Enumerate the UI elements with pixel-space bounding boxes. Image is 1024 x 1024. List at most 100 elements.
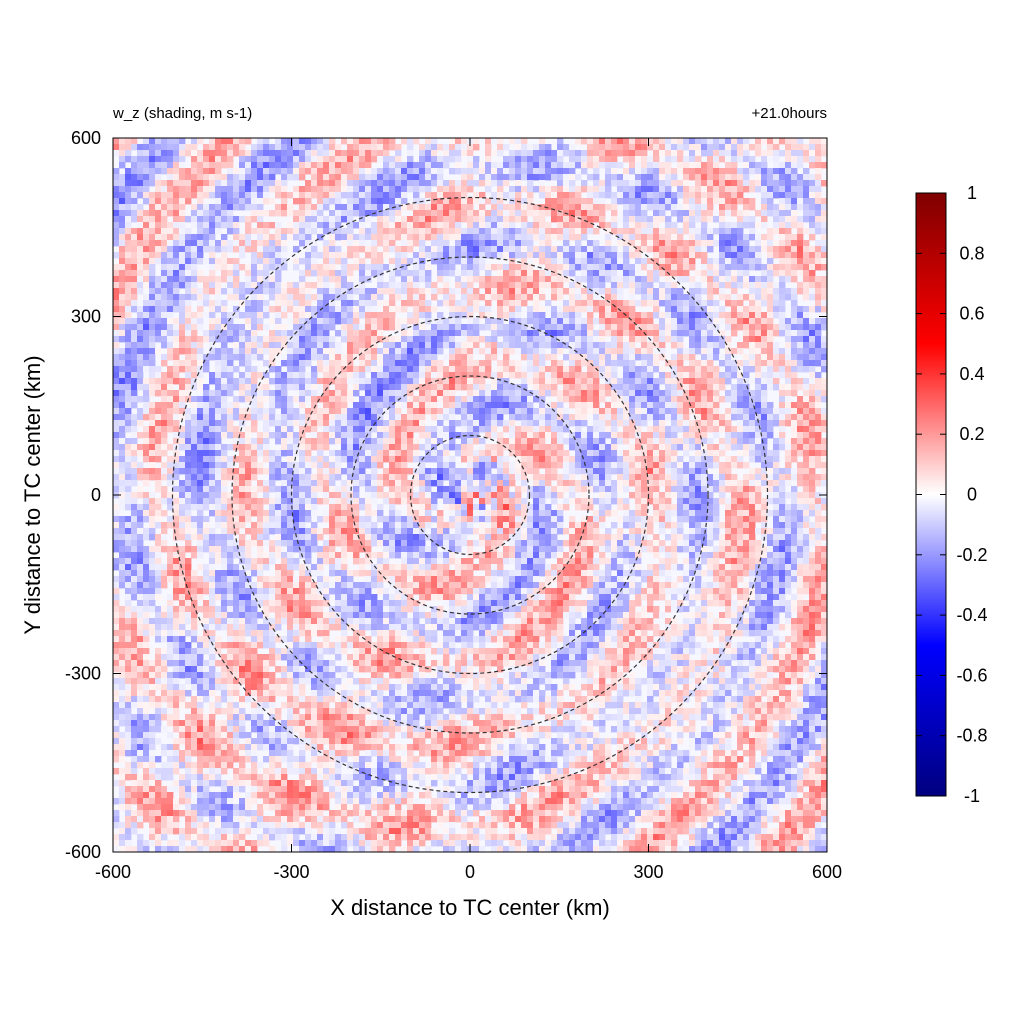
heatmap-cell	[425, 246, 432, 253]
heatmap-cell	[125, 324, 132, 331]
heatmap-cell	[251, 246, 258, 253]
heatmap-cell	[401, 138, 408, 145]
heatmap-cell	[341, 318, 348, 325]
heatmap-cell	[551, 378, 558, 385]
heatmap-cell	[437, 198, 444, 205]
heatmap-cell	[131, 210, 138, 217]
heatmap-cell	[737, 246, 744, 253]
heatmap-cell	[791, 192, 798, 199]
heatmap-cell	[605, 330, 612, 337]
heatmap-cell	[275, 324, 282, 331]
heatmap-cell	[449, 402, 456, 409]
heatmap-cell	[707, 180, 714, 187]
heatmap-cell	[305, 192, 312, 199]
heatmap-cell	[227, 360, 234, 367]
heatmap-cell	[785, 276, 792, 283]
heatmap-cell	[671, 156, 678, 163]
heatmap-cell	[203, 384, 210, 391]
heatmap-cell	[245, 342, 252, 349]
heatmap-cell	[569, 282, 576, 289]
heatmap-cell	[263, 300, 270, 307]
heatmap-cell	[665, 144, 672, 151]
heatmap-cell	[179, 348, 186, 355]
heatmap-cell	[461, 402, 468, 409]
heatmap-cell	[215, 384, 222, 391]
heatmap-cell	[119, 204, 126, 211]
heatmap-cell	[785, 264, 792, 271]
heatmap-cell	[437, 234, 444, 241]
heatmap-cell	[227, 324, 234, 331]
heatmap-cell	[773, 354, 780, 361]
heatmap-cell	[713, 408, 720, 415]
heatmap-cell	[263, 312, 270, 319]
heatmap-cell	[215, 246, 222, 253]
heatmap-cell	[749, 408, 756, 415]
heatmap-cell	[191, 162, 198, 169]
heatmap-cell	[581, 264, 588, 271]
heatmap-cell	[347, 204, 354, 211]
heatmap-cell	[791, 402, 798, 409]
heatmap-cell	[233, 264, 240, 271]
heatmap-cell	[167, 420, 174, 427]
heatmap-cell	[275, 180, 282, 187]
heatmap-cell	[173, 366, 180, 373]
heatmap-cell	[563, 174, 570, 181]
heatmap-cell	[425, 222, 432, 229]
heatmap-cell	[767, 282, 774, 289]
heatmap-cell	[143, 276, 150, 283]
heatmap-cell	[509, 174, 516, 181]
heatmap-cell	[299, 162, 306, 169]
heatmap-cell	[185, 228, 192, 235]
heatmap-cell	[635, 204, 642, 211]
heatmap-cell	[347, 324, 354, 331]
heatmap-cell	[821, 234, 827, 241]
heatmap-cell	[569, 396, 576, 403]
heatmap-cell	[545, 342, 552, 349]
heatmap-cell	[767, 168, 774, 175]
heatmap-cell	[611, 312, 618, 319]
heatmap-cell	[503, 216, 510, 223]
heatmap-cell	[359, 198, 366, 205]
heatmap-cell	[719, 138, 726, 145]
heatmap-cell	[203, 192, 210, 199]
heatmap-cell	[281, 144, 288, 151]
heatmap-cell	[203, 222, 210, 229]
heatmap-cell	[527, 198, 534, 205]
heatmap-cell	[155, 258, 162, 265]
heatmap-cell	[473, 258, 480, 265]
heatmap-cell	[461, 246, 468, 253]
heatmap-cell	[227, 258, 234, 265]
heatmap-cell	[749, 342, 756, 349]
heatmap-cell	[269, 378, 276, 385]
heatmap-cell	[443, 282, 450, 289]
heatmap-cell	[113, 180, 120, 187]
heatmap-cell	[347, 216, 354, 223]
heatmap-cell	[521, 216, 528, 223]
heatmap-cell	[143, 264, 150, 271]
heatmap-cell	[593, 204, 600, 211]
heatmap-cell	[311, 336, 318, 343]
heatmap-cell	[281, 156, 288, 163]
heatmap-cell	[257, 402, 264, 409]
heatmap-cell	[665, 228, 672, 235]
heatmap-cell	[197, 276, 204, 283]
heatmap-cell	[263, 150, 270, 157]
heatmap-cell	[305, 312, 312, 319]
heatmap-cell	[155, 312, 162, 319]
heatmap-cell	[281, 282, 288, 289]
heatmap-cell	[785, 168, 792, 175]
heatmap-cell	[299, 420, 306, 427]
heatmap-cell	[539, 372, 546, 379]
heatmap-cell	[383, 240, 390, 247]
heatmap-cell	[293, 294, 300, 301]
heatmap-cell	[629, 270, 636, 277]
heatmap-cell	[809, 210, 816, 217]
heatmap-cell	[587, 336, 594, 343]
heatmap-cell	[173, 192, 180, 199]
heatmap-cell	[599, 222, 606, 229]
heatmap-cell	[269, 420, 276, 427]
heatmap-cell	[485, 354, 492, 361]
heatmap-cell	[323, 330, 330, 337]
heatmap-cell	[269, 246, 276, 253]
heatmap-cell	[389, 198, 396, 205]
